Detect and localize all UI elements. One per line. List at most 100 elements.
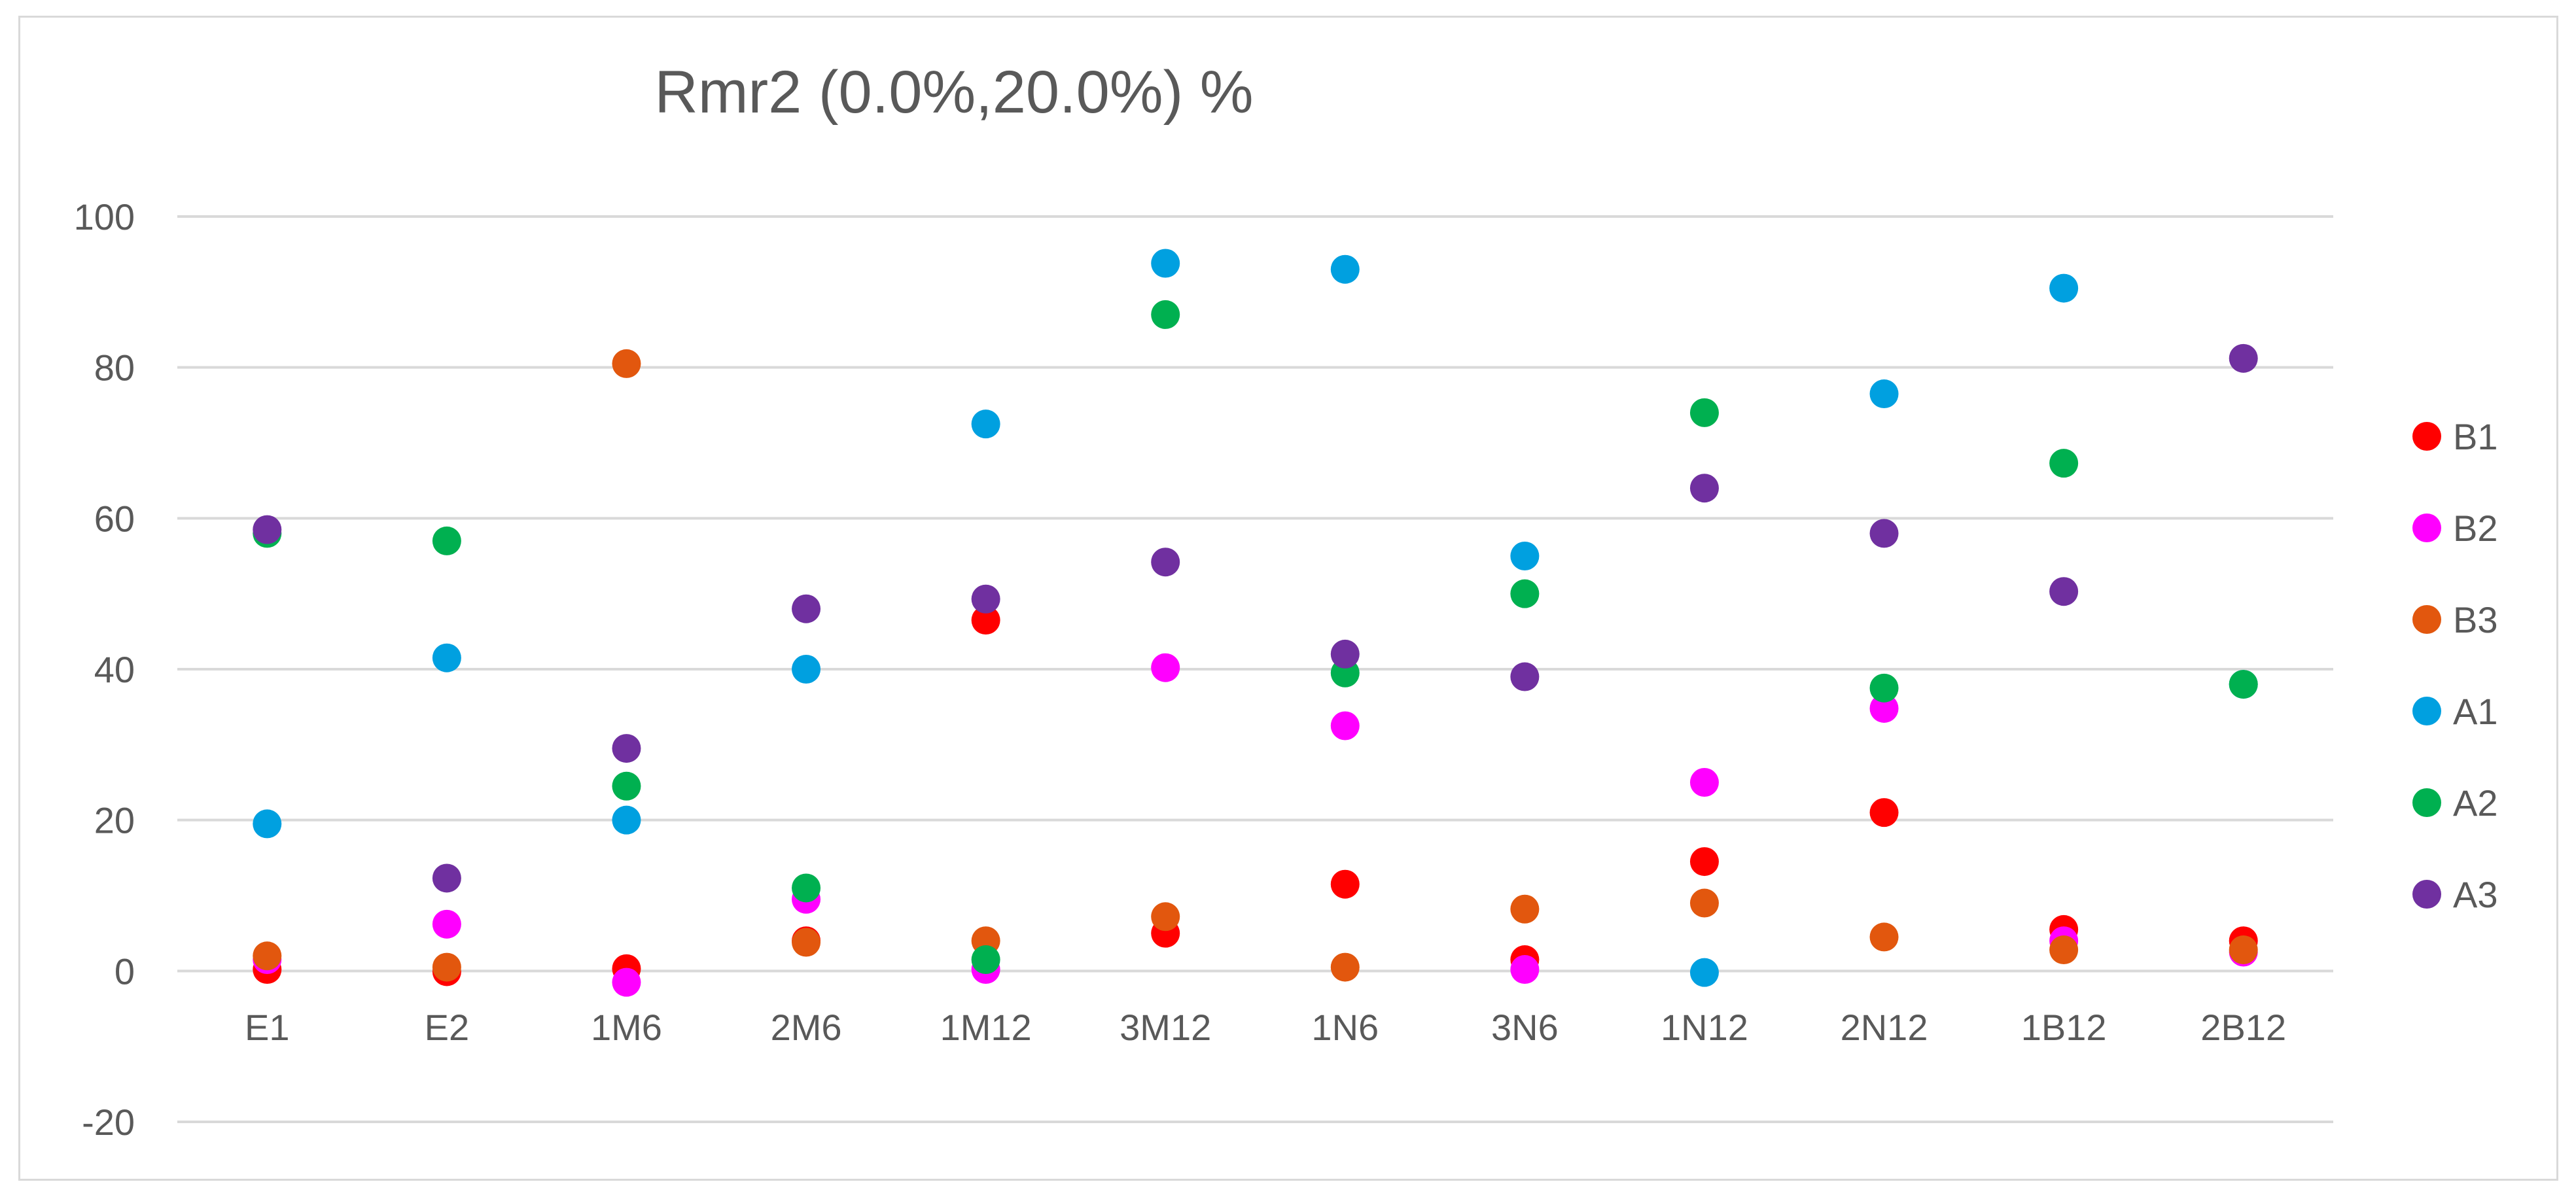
series-A2 [253,300,2258,975]
data-point [612,349,641,378]
x-tick-label: E1 [245,1007,290,1048]
data-point [612,734,641,763]
data-point [971,606,1000,635]
y-tick-label: 20 [94,800,135,841]
data-point [1330,254,1360,284]
data-point [612,771,641,801]
data-point [2049,449,2079,478]
data-point [2049,577,2079,606]
data-point [1869,693,1899,723]
series-B2 [253,653,2258,997]
data-point [612,805,641,835]
x-tick-label: 2B12 [2200,1007,2286,1048]
data-point [792,928,821,957]
data-point [971,945,1000,975]
legend-label: B1 [2453,416,2498,457]
data-point [1869,379,1899,409]
legend-marker [2412,880,2441,909]
x-tick-label: 1M12 [940,1007,1032,1048]
legend-item: A3 [2412,874,2498,915]
data-point [432,863,461,893]
data-point [253,515,282,544]
data-point [1510,955,1540,984]
data-point [432,643,461,672]
data-point [1689,398,1719,427]
y-tick-label: 60 [94,498,135,539]
data-point [1689,888,1719,918]
y-tick-label: -20 [82,1102,135,1143]
data-point [432,952,461,982]
data-point [1151,249,1180,278]
data-point [1151,300,1180,329]
data-point [2229,343,2258,373]
data-point [1689,768,1719,797]
data-point [971,584,1000,614]
data-point [2049,935,2079,965]
x-axis-tick-labels: E1 E2 1M6 2M6 1M12 3M12 1N6 3N6 1N12 2N12 1B12 2B12 [245,1007,2286,1048]
x-tick-label: 3M12 [1120,1007,1211,1048]
data-point [1510,542,1540,570]
data-point [1330,952,1360,982]
x-tick-label: 1M6 [591,1007,662,1048]
legend-marker [2412,788,2441,817]
data-point [253,941,282,971]
legend-label: A3 [2453,874,2498,915]
data-point [2229,935,2258,965]
legend-item: A2 [2412,782,2498,824]
chart-canvas: Rmr2 (0.0%,20.0%) % -20 0 20 40 60 80 100 E1 E2… [74,59,2498,1143]
y-tick-label: 40 [94,649,135,690]
data-point [612,967,641,997]
x-tick-label: 1N6 [1311,1007,1379,1048]
x-tick-label: 2N12 [1841,1007,1928,1048]
data-point [1151,653,1180,682]
legend-marker [2412,513,2441,542]
data-point [1151,902,1180,931]
data-point [1869,798,1899,827]
data-point [253,809,282,839]
data-point [1510,579,1540,608]
legend-item: B3 [2412,599,2498,640]
data-points [253,249,2258,997]
data-point [1869,519,1899,548]
data-point [1689,474,1719,503]
y-tick-label: 100 [74,196,135,237]
legend-item: B1 [2412,416,2498,457]
gridlines [177,215,2333,1123]
y-axis-tick-labels: -20 0 20 40 60 80 100 [74,196,135,1143]
data-point [2229,670,2258,699]
legend-marker [2412,697,2441,725]
data-point [792,873,821,903]
legend-item: B2 [2412,508,2498,549]
data-point [1330,869,1360,899]
data-point [1510,894,1540,924]
legend-item: A1 [2412,691,2498,732]
data-point [971,409,1000,439]
x-tick-label: 1B12 [2021,1007,2107,1048]
data-point [1510,662,1540,691]
data-point [432,526,461,555]
data-point [432,909,461,939]
data-point [1330,639,1360,669]
data-point [1689,958,1719,987]
x-tick-label: 2M6 [771,1007,842,1048]
series-B1 [253,606,2258,986]
legend-label: B3 [2453,599,2498,640]
data-point [1330,711,1360,740]
legend: B1 B2 B3 A1 A2 A3 [2412,416,2498,915]
legend-label: A2 [2453,782,2498,824]
legend-label: A1 [2453,691,2498,732]
x-tick-label: E2 [425,1007,470,1048]
y-tick-label: 80 [94,347,135,389]
series-A3 [253,343,2258,893]
series-A1 [253,249,2258,987]
x-tick-label: 1N12 [1661,1007,1748,1048]
y-tick-label: 0 [115,950,135,992]
data-point [792,655,821,684]
series-B3 [253,349,2258,982]
data-point [1869,922,1899,952]
data-point [2049,273,2079,303]
chart-title: Rmr2 (0.0%,20.0%) % [654,59,1253,126]
data-point [1689,847,1719,877]
data-point [1869,673,1899,703]
data-point [1151,548,1180,577]
